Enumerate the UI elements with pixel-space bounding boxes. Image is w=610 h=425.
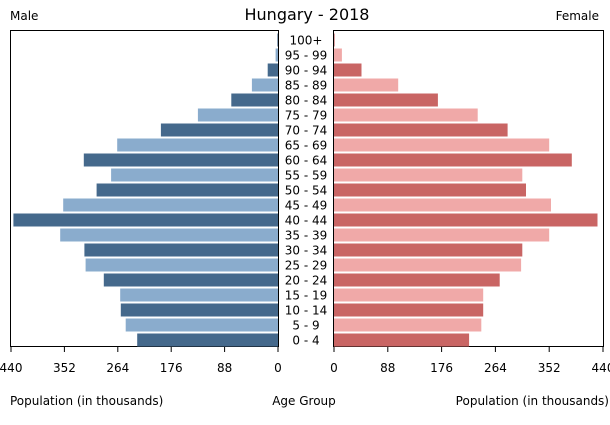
age-group-label: 20 - 24	[285, 274, 328, 288]
female-bar-5-9	[334, 318, 482, 332]
female-bar-35-39	[334, 228, 550, 242]
female-tick-label: 352	[538, 361, 561, 375]
age-group-label: 5 - 9	[292, 319, 319, 333]
male-bar-45-49	[63, 198, 279, 212]
age-group-label: 50 - 54	[285, 184, 328, 198]
female-x-axis-label: Population (in thousands)	[456, 394, 609, 408]
male-bars	[13, 33, 279, 347]
male-bar-60-64	[83, 153, 278, 167]
male-bar-0-4	[137, 333, 278, 347]
female-bar-100+	[334, 33, 335, 47]
male-bar-100+	[277, 33, 278, 47]
male-bar-95-99	[275, 48, 278, 62]
male-bar-15-19	[120, 288, 278, 302]
male-tick-label: 176	[160, 361, 183, 375]
female-bars	[334, 33, 598, 347]
age-group-label: 35 - 39	[285, 229, 328, 243]
female-bar-80-84	[334, 93, 438, 107]
female-bar-70-74	[334, 123, 508, 137]
female-bar-0-4	[334, 333, 470, 347]
male-x-axis: 0 88 176 264 352 440	[0, 347, 282, 375]
female-tick-label: 440	[592, 361, 610, 375]
male-bar-5-9	[125, 318, 278, 332]
female-bar-20-24	[334, 273, 500, 287]
age-group-label: 0 - 4	[292, 334, 319, 348]
age-group-label: 15 - 19	[285, 289, 328, 303]
age-group-label: 80 - 84	[285, 94, 328, 108]
age-group-label: 30 - 34	[285, 244, 328, 258]
male-side-label: Male	[10, 9, 38, 23]
male-tick-label: 352	[53, 361, 76, 375]
male-bar-10-14	[120, 303, 278, 317]
age-group-label: 70 - 74	[285, 124, 328, 138]
female-bar-30-34	[334, 243, 523, 257]
male-bar-70-74	[160, 123, 278, 137]
male-bar-80-84	[231, 93, 278, 107]
female-side-label: Female	[556, 9, 599, 23]
age-group-label: 75 - 79	[285, 109, 328, 123]
male-bar-50-54	[96, 183, 278, 197]
female-bar-60-64	[334, 153, 572, 167]
male-bar-90-94	[267, 63, 278, 77]
age-group-label: 40 - 44	[285, 214, 328, 228]
female-bar-45-49	[334, 198, 551, 212]
female-bar-25-29	[334, 258, 522, 272]
male-bar-30-34	[84, 243, 279, 257]
age-group-label: 55 - 59	[285, 169, 328, 183]
age-group-label: 85 - 89	[285, 79, 328, 93]
male-x-axis-label: Population (in thousands)	[10, 394, 163, 408]
male-tick-label: 88	[217, 361, 232, 375]
male-tick-label: 0	[274, 361, 282, 375]
male-bar-40-44	[13, 213, 279, 227]
female-bar-40-44	[334, 213, 598, 227]
female-bar-15-19	[334, 288, 484, 302]
female-tick-label: 88	[380, 361, 395, 375]
female-tick-label: 264	[484, 361, 507, 375]
male-bar-55-59	[111, 168, 278, 182]
male-bar-85-89	[251, 78, 278, 92]
female-bar-90-94	[334, 63, 362, 77]
age-group-label: 90 - 94	[285, 64, 328, 78]
female-bar-75-79	[334, 108, 478, 122]
female-tick-label: 176	[430, 361, 453, 375]
age-group-label: 25 - 29	[285, 259, 328, 273]
chart-title: Hungary - 2018	[245, 5, 370, 24]
age-group-axis-label: Age Group	[272, 394, 336, 408]
age-group-label: 100+	[290, 34, 323, 48]
female-bar-85-89	[334, 78, 399, 92]
female-bar-50-54	[334, 183, 526, 197]
male-bar-65-69	[117, 138, 278, 152]
female-bar-95-99	[334, 48, 342, 62]
female-x-axis: 0 88 176 264 352 440	[330, 347, 610, 375]
female-tick-label: 0	[330, 361, 338, 375]
age-group-label: 60 - 64	[285, 154, 328, 168]
male-bar-75-79	[197, 108, 278, 122]
age-group-label: 10 - 14	[285, 304, 328, 318]
female-bar-10-14	[334, 303, 484, 317]
male-bar-35-39	[60, 228, 279, 242]
male-tick-label: 264	[106, 361, 129, 375]
female-bar-55-59	[334, 168, 523, 182]
age-group-label: 65 - 69	[285, 139, 328, 153]
male-bar-25-29	[85, 258, 278, 272]
male-tick-label: 440	[0, 361, 22, 375]
age-group-label: 95 - 99	[285, 49, 328, 63]
female-bar-65-69	[334, 138, 550, 152]
age-group-label: 45 - 49	[285, 199, 328, 213]
male-bar-20-24	[103, 273, 278, 287]
